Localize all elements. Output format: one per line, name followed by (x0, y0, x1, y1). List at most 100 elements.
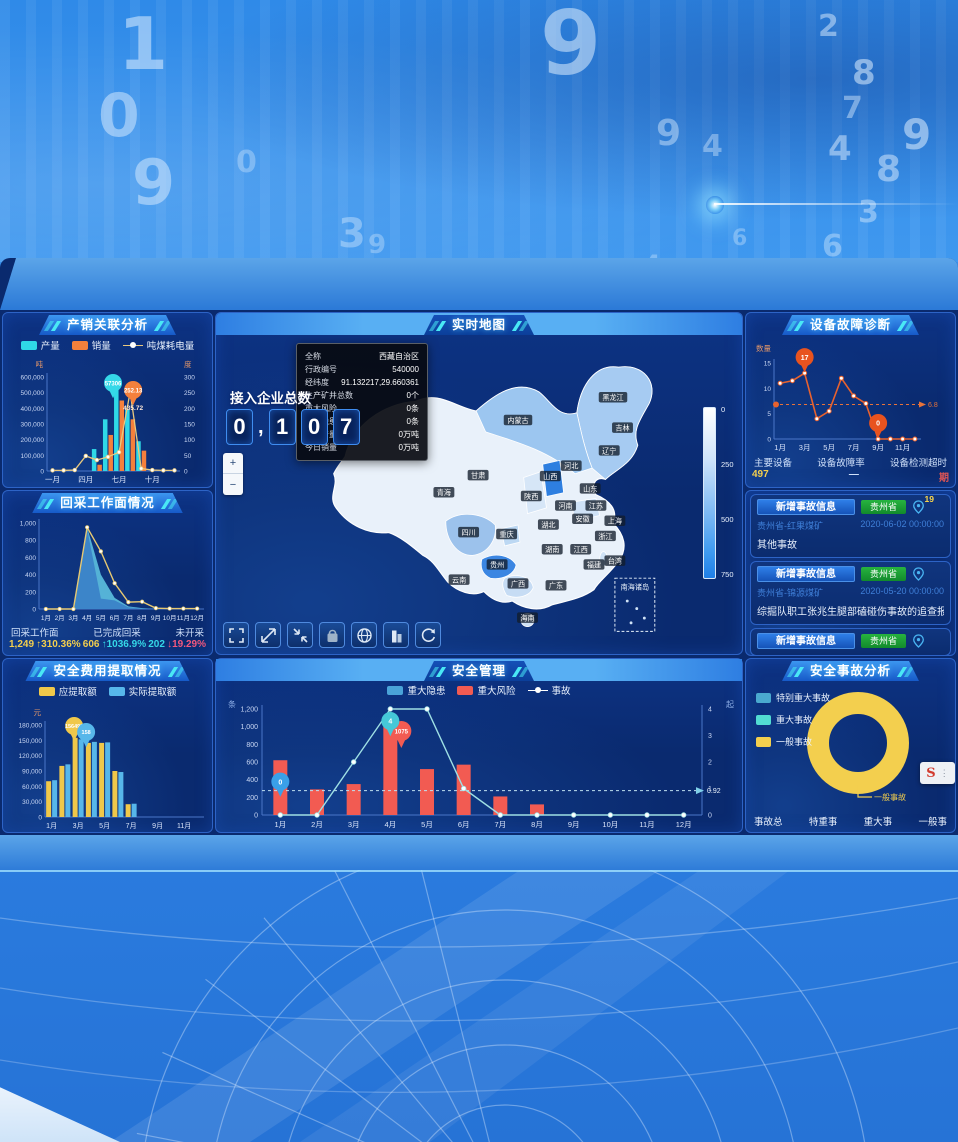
svg-text:9月: 9月 (151, 614, 161, 622)
mining-face-chart[interactable]: 0 200 400 600 800 1,000 1月 2月 3月 4月 5月 6月 7月 8月 9月 10月 1… (7, 513, 210, 630)
svg-text:3月: 3月 (799, 443, 811, 452)
safety-management-chart[interactable]: 0 200 400 600 800 1,000 1,200 0 1 2 3 4 条 起 0.92 1月 2月 3月… (218, 697, 738, 836)
panel-title: 安全管理 (216, 661, 742, 682)
accident-info-button[interactable]: 新增事故信息 (757, 566, 855, 582)
floating-widget[interactable]: S ⋮ (920, 762, 955, 784)
slash-decoration (897, 667, 907, 677)
digit-box: 0 (226, 409, 253, 445)
accident-card[interactable]: 新增事故信息 贵州省 贵州省-锦源煤矿 2020-05-20 00:00:00 综掘队职… (750, 561, 951, 625)
accident-card[interactable]: 新增事故信息 贵州省 (750, 628, 951, 655)
legend-swatch (756, 736, 771, 747)
svg-text:0: 0 (38, 815, 42, 822)
stat-value: 1,249 (9, 639, 35, 650)
color-legend-tick: 500 (721, 515, 734, 524)
svg-text:七月: 七月 (112, 475, 127, 484)
legend-label: 重大风险 (477, 686, 516, 697)
svg-text:重庆: 重庆 (499, 530, 513, 539)
mine-name: 贵州省-锦源煤矿 (757, 588, 823, 598)
production-sales-chart[interactable]: 0 100,000 200,000 300,000 400,000 500,000 600,… (7, 353, 210, 492)
panel-realtime-map: 实时地图 南海诸岛 (215, 312, 743, 655)
svg-text:800: 800 (246, 742, 258, 749)
slash-decoration (794, 667, 804, 677)
svg-text:湖北: 湖北 (541, 520, 555, 529)
stat-value: 497 (752, 469, 769, 480)
map-toolbar (223, 622, 441, 648)
legend-item[interactable]: 应提取额 (38, 684, 97, 698)
svg-text:10月: 10月 (602, 820, 618, 829)
safety-expense-chart[interactable]: 0 30,000 60,000 90,000 120,000 150,000 180,000… (7, 699, 210, 838)
buildings-icon[interactable] (383, 622, 409, 648)
province-badge: 贵州省 (861, 567, 907, 581)
south-sea-inset: 南海诸岛 (614, 577, 656, 632)
bag-icon[interactable] (319, 622, 345, 648)
svg-text:6月: 6月 (458, 820, 470, 829)
legend-item[interactable]: 重大隐患 (387, 683, 445, 697)
tooltip-row: 重大风险0条 (305, 404, 419, 413)
svg-text:5月: 5月 (99, 822, 110, 830)
accident-info-button[interactable]: 新增事故信息 (757, 633, 855, 649)
zoom-out-button[interactable]: − (229, 478, 237, 491)
accident-info-button[interactable]: 新增事故信息 (757, 499, 855, 515)
location-pin-icon: 19 (912, 494, 934, 514)
svg-text:400,000: 400,000 (21, 406, 45, 413)
dashboard-container: 产销关联分析 产量 销量 吨煤耗电量 0 100,000 200,000 300,000 4… (0, 258, 958, 872)
stat-value: ↓19.29% (167, 639, 206, 650)
refresh-icon[interactable] (415, 622, 441, 648)
slash-decoration (436, 667, 446, 677)
accident-description: 综掘队职工张兆生腿部磕碰伤事故的追查报告 (757, 607, 944, 618)
legend-label: 重大隐患 (407, 686, 446, 697)
mining-face-stat-values: 1,249 ↑310.36% 606 ↑1036.9% 202 ↓19.29% (9, 639, 206, 650)
legend-item[interactable]: 吨煤耗电量 (122, 338, 194, 352)
legend-item[interactable]: 销量 (71, 338, 111, 352)
stat-label: 设备检测超时 (889, 458, 947, 469)
zoom-in-button[interactable]: + (223, 453, 243, 474)
svg-text:海南: 海南 (520, 613, 534, 622)
fullscreen-icon[interactable] (223, 622, 249, 648)
svg-text:200: 200 (246, 795, 258, 802)
legend-swatch (108, 686, 125, 696)
legend-item[interactable]: 一般事故 (756, 735, 830, 748)
svg-text:17: 17 (801, 355, 809, 362)
svg-text:800: 800 (25, 538, 36, 545)
expand-icon[interactable] (255, 622, 281, 648)
accident-analysis-donut[interactable]: 一般事故 (746, 681, 955, 814)
panel-safety-expense: 安全费用提取情况 应提取额 实际提取额 0 30,000 60,000 90,000 12… (2, 658, 213, 833)
legend-production-sales: 产量 销量 吨煤耗电量 (3, 338, 212, 352)
legend-item[interactable]: 重大风险 (457, 683, 516, 697)
svg-text:156497: 156497 (65, 724, 83, 730)
svg-text:条: 条 (228, 699, 236, 709)
legend-label: 特别重大事故 (776, 693, 831, 703)
svg-text:数量: 数量 (756, 343, 771, 353)
globe-icon[interactable] (351, 622, 377, 648)
svg-text:600: 600 (25, 555, 36, 562)
accident-card[interactable]: 新增事故信息 贵州省 19 贵州省-红果煤矿 2020-06-02 00:00:00 其他… (750, 494, 951, 558)
panel-accident-news: 新增事故信息 贵州省 19 贵州省-红果煤矿 2020-06-02 00:00:00 其他… (745, 490, 956, 656)
svg-text:度: 度 (184, 359, 192, 369)
svg-text:7月: 7月 (123, 614, 133, 622)
shrink-icon[interactable] (287, 622, 313, 648)
legend-item[interactable]: 产量 (20, 338, 60, 352)
equipment-fault-chart[interactable]: 0 5 10 15 数量 6.8 1月 3月 5月 7月 9月 11月 17 0 (750, 337, 953, 460)
legend-item[interactable]: 实际提取额 (108, 684, 176, 698)
color-legend-tick: 0 (721, 405, 726, 414)
slash-decoration (512, 667, 522, 677)
panel-accident-analysis: 安全事故分析 特别重大事故 重大事故 一般事故 一般事故 事故总 特重事 重大事 一般事 (745, 658, 956, 833)
svg-text:贵州: 贵州 (490, 560, 504, 569)
legend-item[interactable]: 特别重大事故 (756, 691, 830, 704)
svg-text:11月: 11月 (177, 822, 191, 830)
slash-decoration (44, 499, 54, 509)
legend-item[interactable]: 重大事故 (756, 713, 830, 726)
svg-text:河南: 河南 (558, 501, 572, 510)
svg-text:250: 250 (184, 390, 195, 397)
svg-text:60,000: 60,000 (22, 784, 42, 791)
stat-label: 设备故障率 (817, 458, 865, 469)
svg-text:0.92: 0.92 (707, 788, 721, 795)
svg-text:1,200: 1,200 (240, 707, 258, 714)
legend-item[interactable]: 事故 (527, 683, 571, 697)
svg-text:0: 0 (278, 779, 282, 786)
stat-label: 回采工作面 (11, 628, 59, 639)
donut-footer-label: 重大事 (863, 817, 893, 828)
province-badge: 贵州省 (861, 634, 907, 648)
